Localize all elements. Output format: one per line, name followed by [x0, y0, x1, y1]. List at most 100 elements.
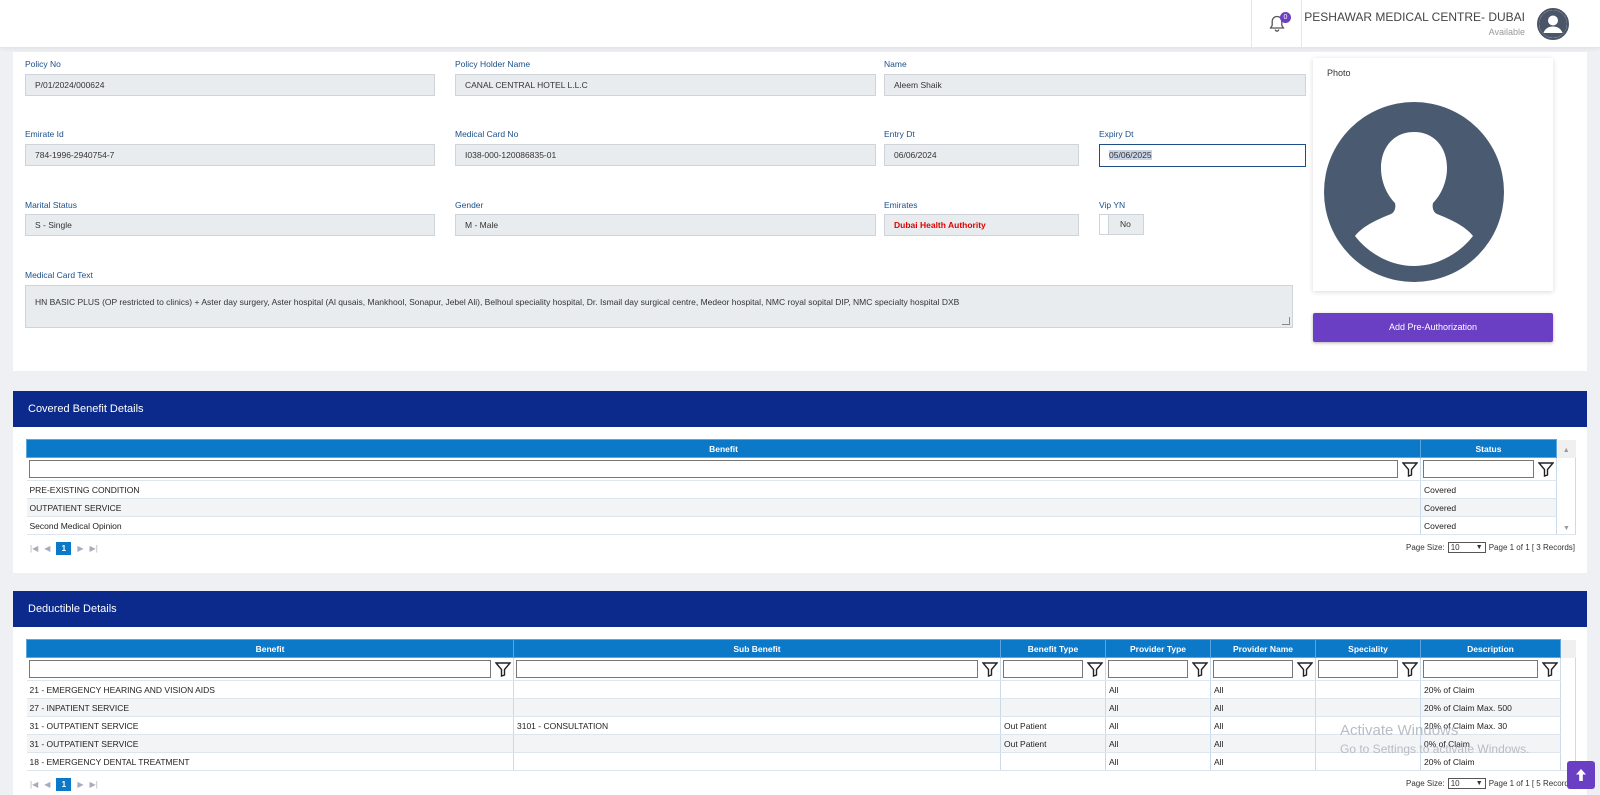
column-header-benefit[interactable]: Benefit — [26, 639, 514, 658]
cell-sub-benefit — [513, 698, 1001, 717]
cell-speciality — [1315, 752, 1421, 771]
column-header-speciality[interactable]: Speciality — [1315, 639, 1421, 658]
filter-icon[interactable] — [1297, 661, 1313, 677]
page-summary: Page 1 of 1 [ 3 Records] — [1488, 543, 1575, 552]
cell-sub-benefit — [513, 752, 1001, 771]
medical-card-no-label: Medical Card No — [455, 129, 519, 139]
card-text-label: Medical Card Text — [25, 270, 93, 280]
last-page-icon[interactable]: ▶| — [89, 780, 98, 789]
table-row[interactable]: 21 - EMERGENCY HEARING AND VISION AIDS A… — [26, 680, 1576, 699]
column-header-description[interactable]: Description — [1420, 639, 1561, 658]
policy-holder-field[interactable]: CANAL CENTRAL HOTEL L.L.C — [455, 74, 876, 96]
filter-icon[interactable] — [1087, 661, 1103, 677]
filter-icon[interactable] — [1192, 661, 1208, 677]
filter-icon[interactable] — [1402, 661, 1418, 677]
column-header-benefit[interactable]: Benefit — [26, 439, 1421, 458]
cell-benefit-type: Out Patient — [1000, 716, 1106, 735]
first-page-icon[interactable]: |◀ — [30, 780, 39, 789]
vip-value: No — [1120, 219, 1131, 229]
entry-dt-field[interactable]: 06/06/2024 — [884, 144, 1079, 166]
emirate-id-field[interactable]: 784-1996-2940754-7 — [25, 144, 435, 166]
filter-icon[interactable] — [982, 661, 998, 677]
filter-input-description[interactable] — [1423, 660, 1538, 678]
column-header-benefit-type[interactable]: Benefit Type — [1000, 639, 1106, 658]
cell-speciality — [1315, 734, 1421, 753]
page-number-button[interactable]: 1 — [56, 542, 72, 555]
medical-card-no-field[interactable]: I038-000-120086835-01 — [455, 144, 876, 166]
cell-benefit-type — [1000, 680, 1106, 699]
cell-sub-benefit — [513, 680, 1001, 699]
table-row[interactable]: 31 - OUTPATIENT SERVICE 3101 - CONSULTAT… — [26, 716, 1576, 735]
card-text-area[interactable]: HN BASIC PLUS (OP restricted to clinics)… — [25, 285, 1293, 328]
vip-toggle[interactable]: No — [1099, 214, 1144, 235]
notification-button[interactable]: 0 — [1251, 0, 1302, 48]
cell-benefit: 18 - EMERGENCY DENTAL TREATMENT — [26, 752, 514, 771]
first-page-icon[interactable]: |◀ — [30, 544, 39, 553]
filter-input-speciality[interactable] — [1318, 660, 1398, 678]
table-row[interactable]: OUTPATIENT SERVICE Covered — [26, 498, 1576, 517]
table-row[interactable]: 27 - INPATIENT SERVICE All All 20% of Cl… — [26, 698, 1576, 717]
cell-benefit-type — [1000, 698, 1106, 717]
table-row[interactable]: Second Medical Opinion Covered — [26, 516, 1576, 535]
expiry-dt-field[interactable]: 05/06/2025 — [1099, 144, 1306, 167]
add-pre-authorization-button[interactable]: Add Pre-Authorization — [1313, 313, 1553, 342]
cell-description: 0% of Claim — [1420, 734, 1561, 753]
scrollbar-up[interactable]: ▲ — [1556, 439, 1576, 458]
vertical-scrollbar[interactable]: ▼ — [1556, 457, 1576, 535]
next-page-icon[interactable]: ▶ — [77, 780, 84, 789]
page-size-select[interactable]: 10 — [1447, 542, 1486, 553]
next-page-icon[interactable]: ▶ — [77, 544, 84, 553]
photo-card: Photo — [1313, 58, 1553, 291]
table-row[interactable]: PRE-EXISTING CONDITION Covered — [26, 480, 1576, 499]
marital-status-field[interactable]: S - Single — [25, 214, 435, 236]
filter-icon[interactable] — [495, 661, 511, 677]
column-header-provider-type[interactable]: Provider Type — [1105, 639, 1211, 658]
filter-input-provider-type[interactable] — [1108, 660, 1188, 678]
table-row[interactable]: 18 - EMERGENCY DENTAL TREATMENT All All … — [26, 752, 1576, 771]
filter-input-provider-name[interactable] — [1213, 660, 1293, 678]
cell-provider-name: All — [1210, 698, 1316, 717]
column-header-sub-benefit[interactable]: Sub Benefit — [513, 639, 1001, 658]
filter-input-sub-benefit[interactable] — [516, 660, 978, 678]
last-page-icon[interactable]: ▶| — [89, 544, 98, 553]
cell-benefit-type — [1000, 752, 1106, 771]
cell-provider-name: All — [1210, 680, 1316, 699]
filter-icon[interactable] — [1402, 461, 1418, 477]
filter-icon[interactable] — [1542, 661, 1558, 677]
deductible-title: Deductible Details — [13, 591, 1587, 627]
page-size-select[interactable]: 10 — [1447, 778, 1486, 789]
name-field[interactable]: Aleem Shaik — [884, 74, 1306, 96]
filter-input-status[interactable] — [1423, 460, 1534, 478]
arrow-up-icon — [1576, 769, 1586, 781]
filter-icon[interactable] — [1538, 461, 1554, 477]
covered-benefit-title: Covered Benefit Details — [13, 391, 1587, 427]
cell-benefit: 31 - OUTPATIENT SERVICE — [26, 716, 514, 735]
vertical-scrollbar[interactable] — [1560, 657, 1576, 771]
gender-label: Gender — [455, 200, 484, 210]
covered-benefit-table: Benefit Status ▲ ▼ PRE-EXISTING CONDITIO… — [26, 439, 1576, 535]
emirates-field[interactable]: Dubai Health Authority — [884, 214, 1079, 236]
column-header-status[interactable]: Status — [1420, 439, 1557, 458]
cell-description: 20% of Claim Max. 30 — [1420, 716, 1561, 735]
filter-cell — [26, 657, 514, 681]
cell-benefit: Second Medical Opinion — [26, 516, 1421, 535]
resize-grip-icon[interactable] — [1282, 317, 1290, 325]
member-info-card: Policy No P/01/2024/000624 Policy Holder… — [13, 52, 1587, 371]
page-number-button[interactable]: 1 — [56, 778, 72, 791]
filter-input-benefit[interactable] — [28, 460, 1398, 478]
prev-page-icon[interactable]: ◀ — [44, 544, 51, 553]
prev-page-icon[interactable]: ◀ — [44, 780, 51, 789]
scroll-to-top-button[interactable] — [1567, 761, 1595, 789]
org-name: PESHAWAR MEDICAL CENTRE- DUBAI — [1304, 10, 1525, 24]
filter-input-benefit[interactable] — [28, 660, 491, 678]
cell-provider-type: All — [1105, 698, 1211, 717]
scroll-up-icon: ▲ — [1562, 446, 1570, 454]
column-header-provider-name[interactable]: Provider Name — [1210, 639, 1316, 658]
table-row[interactable]: 31 - OUTPATIENT SERVICE Out Patient All … — [26, 734, 1576, 753]
gender-field[interactable]: M - Male — [455, 214, 876, 236]
policy-no-field[interactable]: P/01/2024/000624 — [25, 74, 435, 96]
filter-cell-status — [1420, 457, 1557, 481]
filter-input-benefit-type[interactable] — [1003, 660, 1083, 678]
scrollbar-up[interactable] — [1560, 639, 1576, 658]
avatar[interactable] — [1537, 8, 1569, 40]
